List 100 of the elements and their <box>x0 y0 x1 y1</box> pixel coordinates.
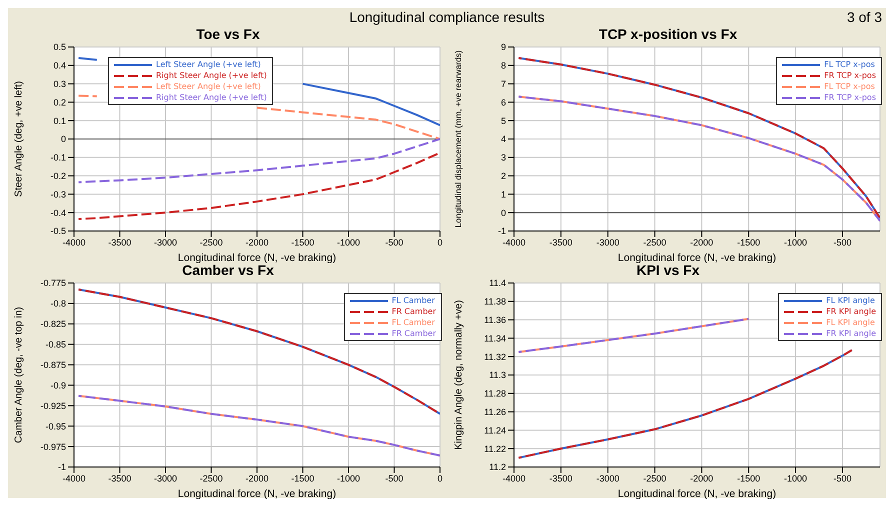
x-tick-label: -2000 <box>245 237 269 248</box>
legend-label: Right Steer Angle (+ve left) <box>156 93 267 102</box>
y-tick-label: -0.8 <box>50 298 66 309</box>
y-tick-label: 0.1 <box>53 116 66 126</box>
y-tick-label: 4 <box>500 134 506 144</box>
x-tick-label: -500 <box>385 473 404 484</box>
x-axis-title: Longitudinal force (N, -ve braking) <box>178 252 336 264</box>
line-series <box>78 288 440 415</box>
x-tick-label: -3500 <box>108 473 132 484</box>
x-tick-label: -3500 <box>108 237 132 248</box>
y-tick-label: 11.2 <box>489 462 506 472</box>
legend-label: FL Camber <box>392 296 435 305</box>
legend-label: FL KPI angle <box>826 296 875 305</box>
y-tick-label: -0.925 <box>40 400 66 411</box>
x-tick-label: -500 <box>385 237 404 248</box>
y-tick-label: -0.975 <box>40 442 66 452</box>
line-series <box>78 138 440 184</box>
x-tick-label: -500 <box>833 473 852 484</box>
y-tick-label: 8 <box>500 60 506 71</box>
y-tick-label: 0.5 <box>53 42 66 52</box>
legend-label: FL TCP x-pos <box>824 60 875 69</box>
text: Longitudinal compliance results <box>349 9 545 25</box>
y-tick-label: 5 <box>500 116 506 126</box>
y-tick-label: 6 <box>500 97 506 108</box>
y-axis-title: Camber Angle (deg, -ve top in) <box>14 306 25 444</box>
x-axis-title: Longitudinal force (N, -ve braking) <box>618 252 776 264</box>
x-tick-label: -1000 <box>336 237 360 248</box>
legend-label: Right Steer Angle (+ve left) <box>156 71 267 80</box>
legend-label: FL TCP x-pos <box>824 82 875 91</box>
y-tick-label: 11.22 <box>484 444 506 454</box>
y-tick-label: 0 <box>60 134 66 144</box>
y-axis-title: Steer Angle (deg, +ve left) <box>14 81 25 197</box>
x-tick-label: -4000 <box>62 237 86 248</box>
x-tick-label: -4000 <box>502 473 526 484</box>
legend-label: FR Camber <box>392 329 436 338</box>
chart-title: KPI vs Fx <box>636 262 701 279</box>
y-tick-label: -0.825 <box>40 319 66 330</box>
x-tick-label: -3000 <box>154 237 178 248</box>
legend-label: FL Camber <box>392 318 435 327</box>
chart-title: Camber vs Fx <box>182 262 274 279</box>
y-tick-label: -1 <box>498 226 506 236</box>
text: 3 of 3 <box>846 9 882 25</box>
x-tick-label: -1500 <box>291 237 314 248</box>
x-tick-label: -3000 <box>596 237 620 248</box>
x-tick-label: -1500 <box>737 473 760 484</box>
y-tick-label: 11.3 <box>489 370 506 380</box>
y-tick-label: -0.875 <box>40 360 66 370</box>
x-axis-title: Longitudinal force (N, -ve braking) <box>178 488 336 500</box>
x-tick-label: -2000 <box>690 473 714 484</box>
x-tick-label: -2500 <box>200 473 223 484</box>
line-series <box>518 96 880 222</box>
y-axis-title: Kingpin Angle (deg, normally +ve) <box>454 300 465 450</box>
line-series <box>518 318 750 353</box>
x-tick-label: -2000 <box>690 237 714 248</box>
legend-label: FL KPI angle <box>826 318 875 327</box>
line-series <box>78 152 440 220</box>
x-tick-label: -1000 <box>336 473 360 484</box>
x-tick-label: -2500 <box>643 237 666 248</box>
chart-title: TCP x-position vs Fx <box>598 26 738 43</box>
y-tick-label: 11.38 <box>484 296 506 307</box>
y-tick-label: 0.3 <box>53 78 66 89</box>
line-series <box>518 349 853 459</box>
x-tick-label: -1500 <box>291 473 314 484</box>
x-tick-label: -2500 <box>200 237 223 248</box>
y-tick-label: 0.4 <box>53 60 66 71</box>
line-series <box>518 57 880 220</box>
y-tick-label: 11.26 <box>484 406 506 417</box>
y-tick-label: 11.24 <box>484 425 506 436</box>
y-tick-label: -0.4 <box>50 208 66 218</box>
y-tick-label: -0.85 <box>45 340 66 350</box>
y-tick-label: 11.28 <box>484 388 506 399</box>
y-tick-label: 11.34 <box>484 333 506 344</box>
y-tick-label: -0.5 <box>50 226 66 236</box>
y-tick-label: 2 <box>500 170 506 181</box>
x-axis-title: Longitudinal force (N, -ve braking) <box>618 488 776 500</box>
x-tick-label: -4000 <box>62 473 86 484</box>
x-tick-label: -3000 <box>596 473 620 484</box>
legend-label: Left Steer Angle (+ve left) <box>156 60 261 69</box>
x-tick-label: 0 <box>437 237 443 248</box>
y-tick-label: -0.775 <box>40 278 66 288</box>
line-series <box>78 394 440 457</box>
x-tick-label: 0 <box>437 473 443 484</box>
x-tick-label: -4000 <box>502 237 526 248</box>
x-tick-label: -3500 <box>549 237 572 248</box>
y-tick-label: -1 <box>58 462 66 472</box>
y-tick-label: -0.3 <box>50 189 66 200</box>
x-tick-label: -1500 <box>737 237 760 248</box>
legend-label: FR TCP x-pos <box>824 71 876 80</box>
legend-label: FR KPI angle <box>826 307 876 316</box>
y-tick-label: -0.2 <box>50 170 66 181</box>
y-tick-label: 11.4 <box>489 278 506 288</box>
x-tick-label: -2000 <box>245 473 269 484</box>
y-tick-label: 11.32 <box>484 352 506 362</box>
x-tick-label: -500 <box>833 237 852 248</box>
y-tick-label: 0 <box>500 208 506 218</box>
y-tick-label: 9 <box>500 42 506 52</box>
y-tick-label: 1 <box>500 189 506 200</box>
y-tick-label: -0.95 <box>45 421 66 432</box>
y-axis-title: Longitudinal displacement (mm, +ve rearwards) <box>452 50 463 228</box>
legend-label: FR TCP x-pos <box>824 93 876 102</box>
